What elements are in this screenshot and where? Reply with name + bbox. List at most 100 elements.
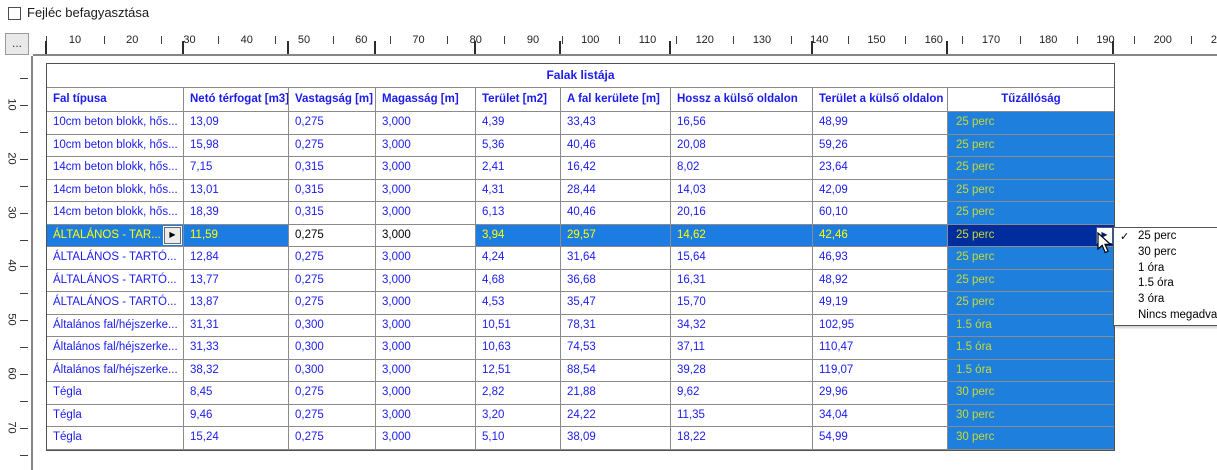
cell-r2-c4[interactable]: 3,000 [376, 134, 476, 158]
cell-r6-c5[interactable]: 3,94 [476, 224, 561, 248]
edit-field-r6-c3[interactable]: 0,275 [289, 224, 376, 248]
cell-r2-c2[interactable]: 15,98 [184, 134, 289, 158]
cell-r2-c1[interactable]: 10cm beton blokk, hős... [47, 134, 184, 158]
cell-r10-c5[interactable]: 10,51 [476, 314, 561, 338]
cell-r15-c2[interactable]: 15,24 [184, 427, 289, 450]
cell-r6-c9[interactable]: 25 perc ▶ [948, 224, 1114, 248]
dropdown-item[interactable]: 25 perc ✓ [1114, 229, 1217, 245]
cell-r13-c3[interactable]: 0,275 [289, 382, 376, 405]
cell-r11-c9[interactable]: 1.5 óra [948, 337, 1114, 360]
cell-r11-c2[interactable]: 31,33 [184, 337, 289, 360]
cell-r11-c5[interactable]: 10,63 [476, 337, 561, 360]
cell-r15-c1[interactable]: Tégla [47, 427, 184, 450]
edit-field-r6-c4[interactable]: 3,000 [376, 224, 476, 248]
cell-r7-c7[interactable]: 15,64 [671, 247, 813, 270]
cell-r14-c2[interactable]: 9,46 [184, 404, 289, 428]
row-expand-button[interactable]: ▶ [164, 226, 181, 244]
cell-r6-c6[interactable]: 29,57 [561, 224, 671, 248]
cell-r9-c9[interactable]: 25 perc [948, 292, 1114, 315]
cell-r1-c5[interactable]: 4,39 [476, 112, 561, 135]
cell-r4-c9[interactable]: 25 perc [948, 179, 1114, 203]
cell-r15-c5[interactable]: 5,10 [476, 427, 561, 450]
cell-r1-c3[interactable]: 0,275 [289, 112, 376, 135]
cell-r2-c5[interactable]: 5,36 [476, 134, 561, 158]
cell-r4-c1[interactable]: 14cm beton blokk, hős... [47, 179, 184, 203]
freeze-header-checkbox[interactable] [8, 7, 21, 20]
cell-r4-c5[interactable]: 4,31 [476, 179, 561, 203]
cell-r13-c9[interactable]: 30 perc [948, 382, 1114, 405]
cell-r4-c7[interactable]: 14,03 [671, 179, 813, 203]
cell-r8-c7[interactable]: 16,31 [671, 269, 813, 293]
cell-r1-c7[interactable]: 16,56 [671, 112, 813, 135]
cell-r1-c6[interactable]: 33,43 [561, 112, 671, 135]
cell-r10-c9[interactable]: 1.5 óra [948, 314, 1114, 338]
cell-r11-c8[interactable]: 110,47 [813, 337, 948, 360]
cell-r9-c3[interactable]: 0,275 [289, 292, 376, 315]
ruler-options-button[interactable]: ... [5, 33, 29, 55]
cell-r14-c5[interactable]: 3,20 [476, 404, 561, 428]
cell-r13-c8[interactable]: 29,96 [813, 382, 948, 405]
cell-r8-c1[interactable]: ÁLTALÁNOS - TARTÓ... [47, 269, 184, 293]
dropdown-item[interactable]: 30 perc [1138, 245, 1177, 258]
cell-r9-c7[interactable]: 15,70 [671, 292, 813, 315]
cell-r10-c7[interactable]: 34,32 [671, 314, 813, 338]
cell-r3-c5[interactable]: 2,41 [476, 157, 561, 180]
cell-r3-c6[interactable]: 16,42 [561, 157, 671, 180]
cell-r8-c3[interactable]: 0,275 [289, 269, 376, 293]
cell-r9-c8[interactable]: 49,19 [813, 292, 948, 315]
cell-r9-c6[interactable]: 35,47 [561, 292, 671, 315]
cell-r13-c4[interactable]: 3,000 [376, 382, 476, 405]
cell-r5-c4[interactable]: 3,000 [376, 202, 476, 225]
cell-r6-c1[interactable]: ÁLTALÁNOS - TAR... ▶ [47, 224, 184, 248]
cell-r3-c7[interactable]: 8,02 [671, 157, 813, 180]
cell-r12-c9[interactable]: 1.5 óra [948, 359, 1114, 383]
cell-r2-c6[interactable]: 40,46 [561, 134, 671, 158]
cell-r4-c6[interactable]: 28,44 [561, 179, 671, 203]
cell-r15-c4[interactable]: 3,000 [376, 427, 476, 450]
cell-r10-c3[interactable]: 0,300 [289, 314, 376, 338]
dropdown-item[interactable]: 1.5 óra [1138, 277, 1174, 290]
dropdown-item[interactable]: 3 óra [1138, 293, 1165, 306]
cell-r2-c9[interactable]: 25 perc [948, 134, 1114, 158]
cell-r5-c9[interactable]: 25 perc [948, 202, 1114, 225]
cell-r7-c2[interactable]: 12,84 [184, 247, 289, 270]
cell-r1-c2[interactable]: 13,09 [184, 112, 289, 135]
cell-r3-c3[interactable]: 0,315 [289, 157, 376, 180]
cell-r12-c5[interactable]: 12,51 [476, 359, 561, 383]
cell-r7-c3[interactable]: 0,275 [289, 247, 376, 270]
cell-r15-c9[interactable]: 30 perc [948, 427, 1114, 450]
cell-r8-c8[interactable]: 48,92 [813, 269, 948, 293]
cell-r8-c6[interactable]: 36,68 [561, 269, 671, 293]
cell-r3-c2[interactable]: 7,15 [184, 157, 289, 180]
cell-r12-c2[interactable]: 38,32 [184, 359, 289, 383]
cell-r10-c1[interactable]: Általános fal/héjszerke... [47, 314, 184, 338]
cell-r14-c1[interactable]: Tégla [47, 404, 184, 428]
cell-r10-c4[interactable]: 3,000 [376, 314, 476, 338]
cell-r6-c8[interactable]: 42,46 [813, 224, 948, 248]
cell-r5-c5[interactable]: 6,13 [476, 202, 561, 225]
cell-r7-c5[interactable]: 4,24 [476, 247, 561, 270]
cell-r12-c7[interactable]: 39,28 [671, 359, 813, 383]
cell-r1-c4[interactable]: 3,000 [376, 112, 476, 135]
cell-r15-c6[interactable]: 38,09 [561, 427, 671, 450]
cell-r1-c1[interactable]: 10cm beton blokk, hős... [47, 112, 184, 135]
cell-r13-c5[interactable]: 2,82 [476, 382, 561, 405]
cell-r8-c5[interactable]: 4,68 [476, 269, 561, 293]
cell-r11-c6[interactable]: 74,53 [561, 337, 671, 360]
cell-r7-c8[interactable]: 46,93 [813, 247, 948, 270]
cell-r11-c4[interactable]: 3,000 [376, 337, 476, 360]
cell-r11-c1[interactable]: Általános fal/héjszerke... [47, 337, 184, 360]
cell-r5-c2[interactable]: 18,39 [184, 202, 289, 225]
cell-r11-c3[interactable]: 0,300 [289, 337, 376, 360]
cell-r3-c9[interactable]: 25 perc [948, 157, 1114, 180]
cell-r8-c9[interactable]: 25 perc [948, 269, 1114, 293]
dropdown-item[interactable]: 1 óra [1138, 261, 1165, 274]
cell-r4-c3[interactable]: 0,315 [289, 179, 376, 203]
cell-r9-c4[interactable]: 3,000 [376, 292, 476, 315]
cell-r12-c3[interactable]: 0,300 [289, 359, 376, 383]
cell-r15-c7[interactable]: 18,22 [671, 427, 813, 450]
cell-r7-c6[interactable]: 31,64 [561, 247, 671, 270]
cell-r2-c8[interactable]: 59,26 [813, 134, 948, 158]
cell-r12-c4[interactable]: 3,000 [376, 359, 476, 383]
cell-r12-c6[interactable]: 88,54 [561, 359, 671, 383]
